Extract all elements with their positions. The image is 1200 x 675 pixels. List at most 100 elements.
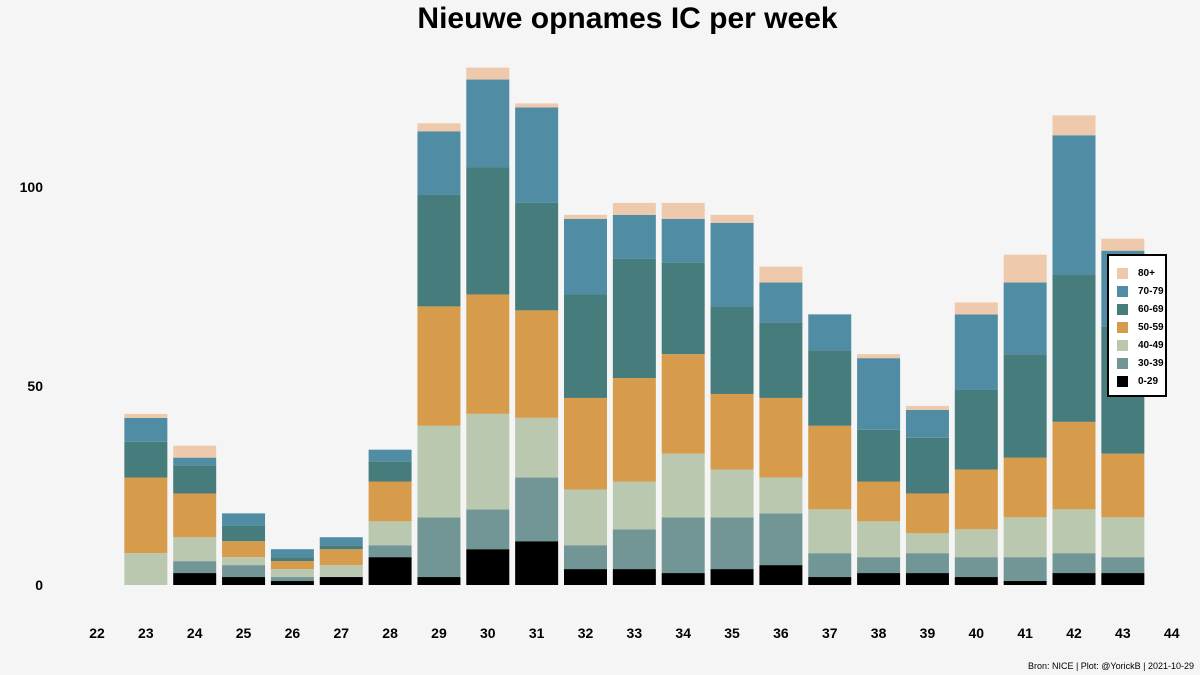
bar-segment-week-32-70-79 xyxy=(564,218,607,295)
bar-segment-week-28-60-69 xyxy=(368,461,412,482)
bar-segment-week-29-70-79 xyxy=(417,131,461,195)
bars-layer xyxy=(124,67,1145,585)
source-caption: Bron: NICE | Plot: @YorickB | 2021-10-29 xyxy=(1027,661,1194,671)
bar-segment-week-40-70-79 xyxy=(954,314,998,390)
bar-segment-week-37-60-69 xyxy=(808,350,852,426)
bar-segment-week-26-40-49 xyxy=(270,569,314,578)
bar-segment-week-35-70-79 xyxy=(710,222,754,307)
x-tick-label-30: 30 xyxy=(480,625,496,641)
bar-segment-week-36-80+ xyxy=(759,266,803,283)
bar-segment-week-40-40-49 xyxy=(954,529,998,558)
bar-segment-week-24-30-39 xyxy=(173,561,217,574)
bar-segment-week-35-50-59 xyxy=(710,393,754,470)
bar-segment-week-41-60-69 xyxy=(1003,354,1047,458)
bar-segment-week-30-30-39 xyxy=(466,509,510,550)
bar-segment-week-42-40-49 xyxy=(1052,509,1096,554)
x-tick-label-43: 43 xyxy=(1115,625,1131,641)
bar-segment-week-40-50-59 xyxy=(954,469,998,530)
bar-segment-week-31-50-59 xyxy=(515,310,559,418)
bar-segment-week-37-0-29 xyxy=(808,577,852,585)
bar-segment-week-25-40-49 xyxy=(222,557,266,566)
legend-item-0-29: 0-29 xyxy=(1117,372,1165,390)
bar-segment-week-29-80+ xyxy=(417,123,461,132)
legend-label-70-79: 70-79 xyxy=(1138,285,1164,297)
bar-segment-week-36-70-79 xyxy=(759,282,803,323)
bar-segment-week-38-40-49 xyxy=(857,521,901,558)
bar-segment-week-33-0-29 xyxy=(612,569,656,585)
bar-segment-week-38-30-39 xyxy=(857,557,901,574)
bar-segment-week-26-60-69 xyxy=(270,557,314,562)
bar-segment-week-24-50-59 xyxy=(173,493,217,538)
bar-segment-week-30-70-79 xyxy=(466,79,510,168)
bar-segment-week-41-70-79 xyxy=(1003,282,1047,355)
x-tick-label-40: 40 xyxy=(969,625,985,641)
bar-segment-week-36-60-69 xyxy=(759,322,803,398)
bar-segment-week-27-70-79 xyxy=(319,537,363,546)
bar-segment-week-39-60-69 xyxy=(905,437,949,494)
bar-segment-week-41-40-49 xyxy=(1003,517,1047,558)
bar-segment-week-30-0-29 xyxy=(466,549,510,585)
x-tick-label-37: 37 xyxy=(822,625,838,641)
legend-item-60-69: 60-69 xyxy=(1117,300,1165,318)
bar-segment-week-43-80+ xyxy=(1101,238,1145,251)
bar-segment-week-28-50-59 xyxy=(368,481,412,522)
bar-segment-week-38-0-29 xyxy=(857,573,901,585)
bar-segment-week-41-30-39 xyxy=(1003,557,1047,582)
bar-segment-week-30-40-49 xyxy=(466,413,510,510)
bar-segment-week-31-60-69 xyxy=(515,202,559,311)
legend-swatch-50-59 xyxy=(1117,321,1128,333)
bar-segment-week-43-30-39 xyxy=(1101,557,1145,574)
bar-segment-week-37-40-49 xyxy=(808,509,852,554)
bar-segment-week-30-80+ xyxy=(466,67,510,80)
bar-segment-week-42-80+ xyxy=(1052,115,1096,136)
bar-segment-week-32-30-39 xyxy=(564,545,607,570)
bar-segment-week-33-40-49 xyxy=(612,481,656,530)
bar-segment-week-40-0-29 xyxy=(954,577,998,585)
bar-segment-week-24-80+ xyxy=(173,445,217,458)
bar-segment-week-23-50-59 xyxy=(124,477,168,554)
legend-item-40-49: 40-49 xyxy=(1117,336,1165,354)
x-tick-label-29: 29 xyxy=(431,625,447,641)
bar-segment-week-29-50-59 xyxy=(417,306,461,426)
bar-segment-week-27-60-69 xyxy=(319,545,363,550)
legend-label-30-39: 30-39 xyxy=(1138,357,1164,369)
bar-segment-week-43-0-29 xyxy=(1101,573,1145,585)
legend-label-0-29: 0-29 xyxy=(1138,375,1159,387)
bar-segment-week-37-70-79 xyxy=(808,314,852,351)
x-tick-label-44: 44 xyxy=(1164,625,1180,641)
bar-segment-week-38-70-79 xyxy=(857,358,901,430)
bar-segment-week-39-0-29 xyxy=(905,573,949,585)
bar-segment-week-27-40-49 xyxy=(319,565,363,578)
x-tick-label-26: 26 xyxy=(285,625,301,641)
x-tick-label-33: 33 xyxy=(627,625,643,641)
x-tick-label-38: 38 xyxy=(871,625,887,641)
bar-segment-week-34-50-59 xyxy=(661,354,705,454)
x-tick-label-35: 35 xyxy=(724,625,740,641)
bar-segment-week-28-0-29 xyxy=(368,557,412,585)
bar-segment-week-24-0-29 xyxy=(173,573,217,585)
bar-segment-week-40-30-39 xyxy=(954,557,998,578)
bar-segment-week-43-50-59 xyxy=(1101,453,1145,518)
bar-segment-week-25-30-39 xyxy=(222,565,266,578)
bar-segment-week-27-50-59 xyxy=(319,549,363,566)
bar-segment-week-36-50-59 xyxy=(759,397,803,478)
bar-segment-week-43-40-49 xyxy=(1101,517,1145,558)
bar-segment-week-37-50-59 xyxy=(808,425,852,510)
legend-item-30-39: 30-39 xyxy=(1117,354,1165,372)
legend-item-80+: 80+ xyxy=(1117,264,1165,282)
bar-segment-week-29-0-29 xyxy=(417,577,461,585)
bar-segment-week-32-80+ xyxy=(564,214,607,219)
bar-segment-week-26-30-39 xyxy=(270,577,314,582)
bar-segment-week-42-60-69 xyxy=(1052,274,1096,422)
bar-segment-week-34-30-39 xyxy=(661,517,705,574)
bar-segment-week-40-80+ xyxy=(954,302,998,315)
legend-swatch-40-49 xyxy=(1117,339,1128,351)
legend: 80+ 70-79 60-69 50-59 40-49 30-39 0-29 xyxy=(1107,254,1167,397)
bar-segment-week-40-60-69 xyxy=(954,389,998,470)
bar-segment-week-35-60-69 xyxy=(710,306,754,394)
bar-segment-week-35-0-29 xyxy=(710,569,754,585)
x-tick-label-31: 31 xyxy=(529,625,545,641)
bar-segment-week-26-50-59 xyxy=(270,561,314,570)
legend-item-70-79: 70-79 xyxy=(1117,282,1165,300)
